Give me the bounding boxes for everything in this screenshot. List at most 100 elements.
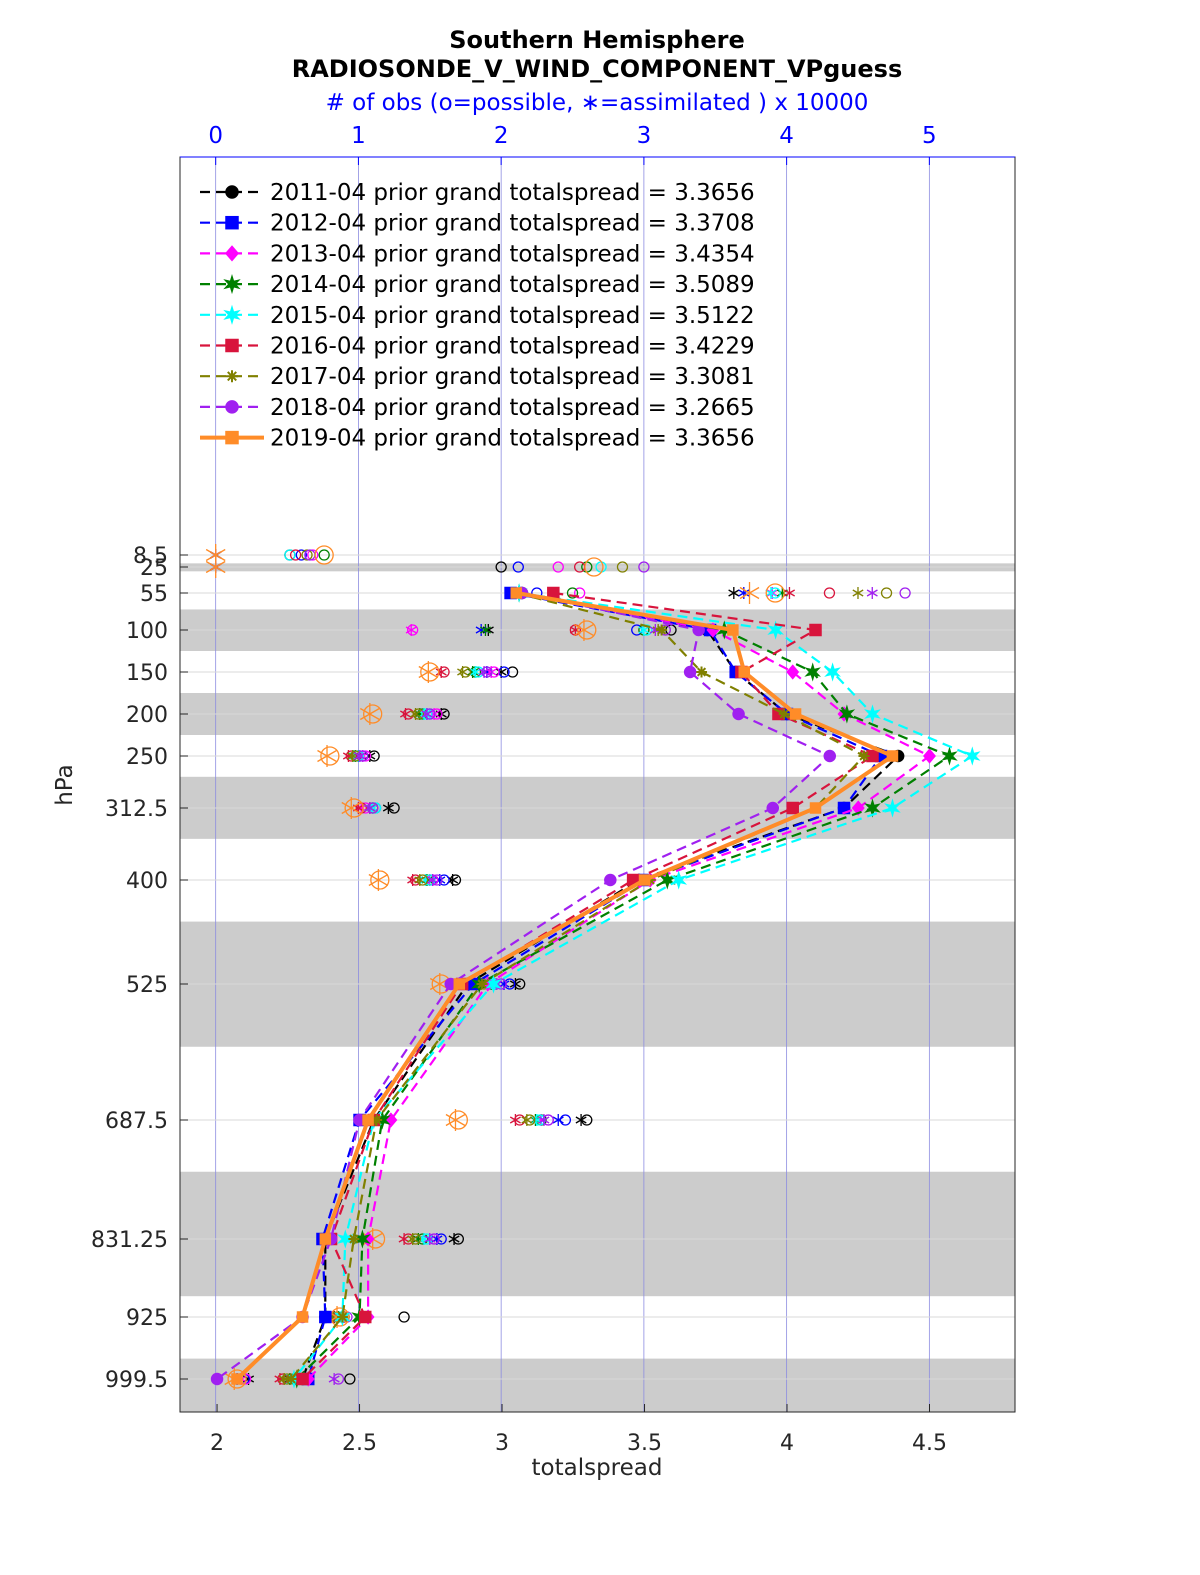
- obs-assimilated-marker: [405, 624, 417, 636]
- obs-possible-marker: [584, 557, 604, 577]
- obs-assimilated-marker: [739, 582, 760, 604]
- obs-assimilated-marker: [427, 874, 439, 886]
- obs-possible-marker: [407, 624, 419, 636]
- obs-possible-marker: [641, 624, 653, 636]
- series-point: [809, 802, 822, 814]
- shaded-bands: [180, 563, 1015, 1412]
- obs-possible-marker: [412, 708, 425, 720]
- obs-possible-marker: [495, 561, 507, 573]
- series-point: [778, 708, 790, 720]
- top-tick-label: 2: [494, 123, 509, 149]
- series-line: [216, 591, 832, 1380]
- y-tick-label: 312.5: [105, 797, 168, 822]
- legend-entry: 2017-04 prior grand totalspread = 3.3081: [270, 364, 755, 390]
- y-tick-label: 525: [126, 973, 168, 998]
- obs-assimilated-marker: [552, 1114, 564, 1126]
- obs-possible-marker: [370, 870, 390, 890]
- obs-possible-marker: [289, 549, 302, 561]
- obs-possible-marker: [409, 1233, 422, 1245]
- obs-possible-marker: [318, 549, 330, 561]
- legend: 2011-04 prior grand totalspread = 3.3656…: [200, 180, 755, 452]
- series-point: [319, 1233, 332, 1245]
- obs-possible-marker: [314, 545, 334, 565]
- shaded-band: [180, 1358, 1015, 1412]
- obs-assimilated-marker: [478, 666, 490, 678]
- y-axis-label: hPa: [52, 764, 78, 806]
- y-tick-label: 200: [126, 703, 168, 728]
- series-point: [285, 1373, 297, 1385]
- x-tick-label: 2: [210, 1431, 224, 1456]
- obs-assimilated-marker: [469, 666, 481, 678]
- obs-possible-marker: [524, 1114, 536, 1126]
- series-point: [864, 704, 881, 724]
- obs-assimilated-marker: [407, 1233, 419, 1245]
- y-tick-label: 250: [126, 745, 168, 770]
- x-tick-label: 3.5: [627, 1431, 662, 1456]
- series-point: [963, 746, 981, 766]
- obs-possible-marker: [421, 1233, 433, 1245]
- obs-possible-marker: [227, 1369, 247, 1389]
- series-point: [824, 662, 841, 682]
- legend-entry: 2011-04 prior grand totalspread = 3.3656: [270, 180, 755, 206]
- legend-swatch-marker: [225, 245, 239, 262]
- obs-possible-marker: [616, 561, 629, 573]
- series-point: [767, 620, 784, 640]
- top-tick-label: 1: [351, 123, 366, 149]
- top-tick-label: 0: [208, 123, 223, 149]
- series-lines: [210, 583, 981, 1389]
- legend-entry: 2013-04 prior grand totalspread = 3.4354: [270, 241, 755, 267]
- obs-possible-marker: [344, 1373, 356, 1385]
- obs-possible-marker: [574, 587, 586, 599]
- series-line: [307, 591, 932, 1380]
- obs-assimilated-marker: [852, 587, 864, 599]
- obs-possible-marker: [320, 746, 340, 766]
- obs-possible-marker: [566, 587, 579, 599]
- legend-swatch-marker: [223, 274, 241, 295]
- obs-possible-marker: [424, 708, 436, 720]
- legend-entry: 2014-04 prior grand totalspread = 3.5089: [270, 272, 755, 298]
- legend-entry: 2019-04 prior grand totalspread = 3.3656: [270, 426, 755, 452]
- obs-possible-marker: [552, 561, 564, 573]
- obs-assimilated-marker: [317, 745, 337, 767]
- obs-possible-marker: [512, 561, 524, 573]
- obs-assimilated-marker: [398, 1233, 410, 1245]
- series-point: [296, 1372, 309, 1386]
- obs-possible-marker: [344, 798, 364, 818]
- obs-possible-marker: [899, 587, 911, 599]
- obs-assimilated-marker: [574, 619, 594, 641]
- series-point: [786, 664, 800, 680]
- series-point: [319, 1310, 332, 1324]
- obs-possible-marker: [295, 549, 307, 561]
- obs-possible-marker: [638, 561, 650, 573]
- obs-assimilated-marker: [328, 1373, 340, 1385]
- series-point: [766, 801, 780, 815]
- series-point: [638, 874, 651, 886]
- obs-assimilated-marker: [435, 666, 447, 678]
- legend-swatch-marker: [225, 185, 239, 199]
- y-tick-label: 400: [126, 869, 168, 894]
- obs-assimilated-marker: [354, 750, 366, 762]
- obs-assimilated-marker: [509, 1114, 521, 1126]
- obs-possible-marker: [449, 874, 462, 886]
- series-line: [293, 591, 975, 1380]
- obs-assimilated-marker: [475, 624, 487, 636]
- obs-possible-marker: [459, 666, 472, 678]
- obs-possible-marker: [301, 549, 313, 561]
- obs-assimilated-marker: [382, 802, 394, 814]
- series-point: [656, 624, 668, 636]
- series-point: [358, 1310, 372, 1324]
- obs-assimilated-marker: [783, 587, 795, 599]
- obs-possible-marker: [765, 583, 785, 603]
- top-tick-label: 3: [637, 123, 652, 149]
- chart-title: Southern Hemisphere: [449, 26, 745, 54]
- legend-swatch-marker: [225, 400, 239, 414]
- obs-assimilated-marker: [400, 708, 412, 720]
- series-line: [307, 591, 883, 1380]
- obs-possible-marker: [823, 587, 836, 599]
- series-point: [789, 708, 802, 720]
- obs-possible-marker: [345, 750, 357, 762]
- series-point: [727, 624, 739, 636]
- obs-possible-marker: [357, 750, 369, 762]
- series-line: [301, 591, 875, 1380]
